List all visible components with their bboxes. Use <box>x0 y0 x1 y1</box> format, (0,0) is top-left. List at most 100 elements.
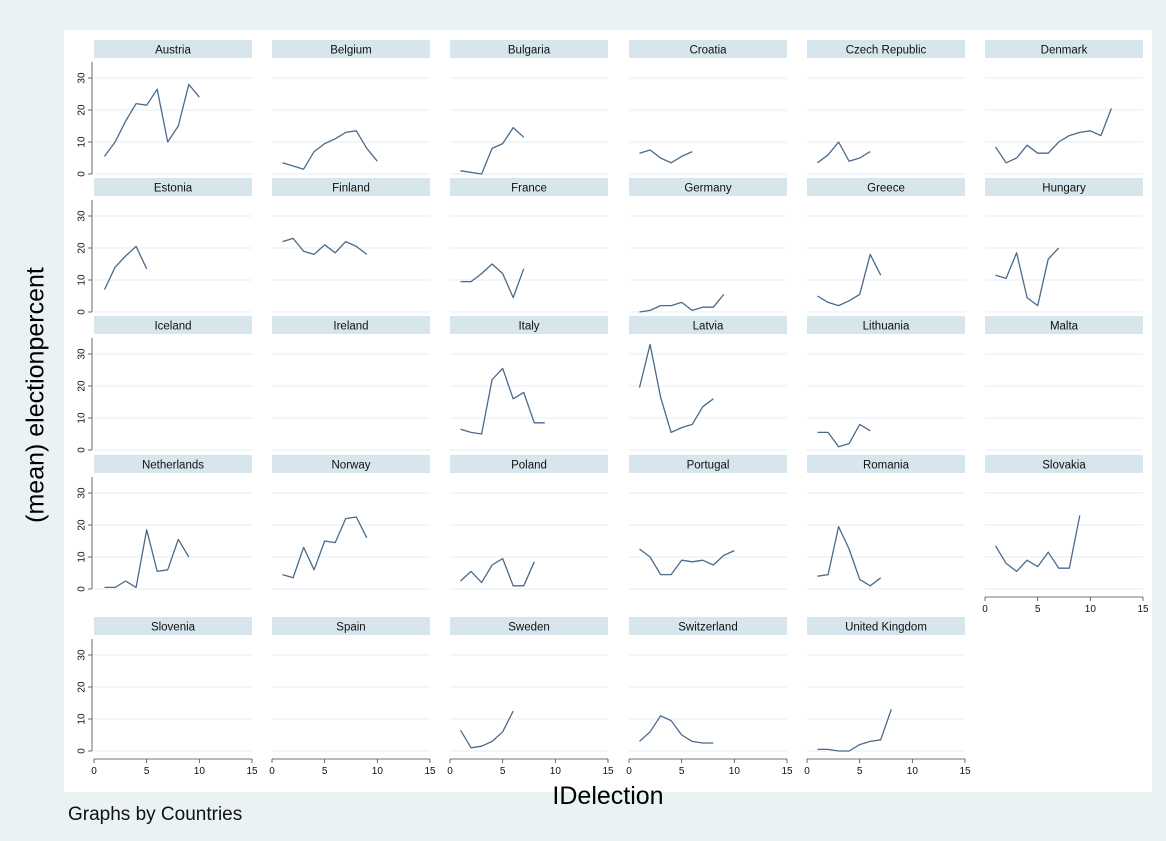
panel-title: Denmark <box>1041 45 1088 57</box>
series-line-portugal <box>639 548 735 576</box>
series-line-hungary <box>995 247 1060 307</box>
y-tick-label: 20 <box>77 242 88 254</box>
y-tick-label: 10 <box>77 412 88 424</box>
series-line-united-kingdom <box>817 709 892 752</box>
panel-strip <box>94 617 252 635</box>
panel-title: Estonia <box>154 183 193 195</box>
panel-strip <box>450 455 608 473</box>
series-line-bulgaria <box>460 126 525 175</box>
x-tick-label: 0 <box>91 766 97 777</box>
series-line-norway <box>282 516 368 579</box>
x-tick-label: 10 <box>729 766 741 777</box>
series-line-france <box>460 263 525 299</box>
panel-strip <box>272 316 430 334</box>
plot-area <box>64 30 1152 792</box>
series-line-slovakia <box>994 515 1081 573</box>
panel-title: Iceland <box>154 321 191 333</box>
x-tick-label: 5 <box>322 766 328 777</box>
x-tick-label: 10 <box>550 766 562 777</box>
panel-title: Latvia <box>693 321 724 333</box>
y-tick-label: 30 <box>77 348 88 360</box>
panel-title: Bulgaria <box>508 45 551 57</box>
panel-strip <box>94 178 252 196</box>
y-tick-label: 30 <box>77 72 88 84</box>
y-tick-label: 30 <box>77 210 88 222</box>
panel-title: Italy <box>518 321 539 333</box>
series-line-italy <box>460 367 545 435</box>
panel-title: Norway <box>332 460 371 472</box>
panel-title: Lithuania <box>863 321 910 333</box>
y-tick-label: 20 <box>77 380 88 392</box>
panel-title: Ireland <box>333 321 368 333</box>
panel-title: Portugal <box>687 460 730 472</box>
x-tick-label: 15 <box>781 766 793 777</box>
panel-title: Spain <box>336 622 365 634</box>
panel-strip <box>807 316 965 334</box>
x-tick-label: 5 <box>679 766 685 777</box>
panel-strip <box>629 178 787 196</box>
panel-strip <box>985 316 1143 334</box>
x-tick-label: 10 <box>1085 604 1097 615</box>
series-line-latvia <box>638 343 714 434</box>
x-tick-label: 15 <box>1137 604 1149 615</box>
panel-title: Austria <box>155 45 191 57</box>
x-tick-label: 15 <box>424 766 436 777</box>
series-line-switzerland <box>639 715 714 744</box>
x-tick-label: 0 <box>626 766 632 777</box>
x-tick-label: 0 <box>269 766 275 777</box>
x-tick-label: 0 <box>804 766 810 777</box>
panel-title: Switzerland <box>678 622 737 634</box>
panel-title: Poland <box>511 460 547 472</box>
panel-strip <box>272 617 430 635</box>
x-tick-label: 10 <box>194 766 206 777</box>
x-axis-label: IDelection <box>552 782 664 810</box>
series-line-romania <box>817 525 882 587</box>
series-line-denmark <box>994 108 1113 164</box>
panel-title: Slovakia <box>1042 460 1086 472</box>
y-tick-label: 0 <box>77 171 88 177</box>
panel-strip <box>94 316 252 334</box>
series-line-belgium <box>282 130 378 170</box>
panel-strip <box>272 40 430 58</box>
panel-strip <box>450 40 608 58</box>
x-tick-label: 0 <box>982 604 988 615</box>
y-tick-label: 10 <box>77 136 88 148</box>
panel-title: Croatia <box>689 45 727 57</box>
panel-strip <box>807 455 965 473</box>
y-tick-label: 20 <box>77 681 88 693</box>
panel-strip <box>450 178 608 196</box>
panel-title: United Kingdom <box>845 622 927 634</box>
y-axis-label: (mean) electionpercent <box>21 267 50 523</box>
graphs-by-note: Graphs by Countries <box>68 804 243 825</box>
panel-title: Greece <box>867 183 905 195</box>
series-line-czech-republic <box>817 141 871 164</box>
x-tick-label: 15 <box>959 766 971 777</box>
panel-strip <box>629 316 787 334</box>
panel-strip <box>807 178 965 196</box>
panel-title: Netherlands <box>142 460 204 472</box>
y-tick-label: 0 <box>77 748 88 754</box>
x-tick-label: 0 <box>447 766 453 777</box>
panel-title: France <box>511 183 547 195</box>
x-tick-label: 5 <box>857 766 863 777</box>
y-tick-label: 30 <box>77 649 88 661</box>
panel-strip <box>985 40 1143 58</box>
panel-strip <box>629 617 787 635</box>
panel-strip <box>94 40 252 58</box>
y-tick-label: 20 <box>77 519 88 531</box>
panel-strip <box>450 316 608 334</box>
panel-strip <box>629 455 787 473</box>
x-tick-label: 10 <box>907 766 919 777</box>
x-tick-label: 10 <box>372 766 384 777</box>
y-tick-label: 10 <box>77 274 88 286</box>
panel-strip <box>807 40 965 58</box>
panel-strip <box>450 617 608 635</box>
series-line-finland <box>282 237 368 256</box>
panel-title: Romania <box>863 460 910 472</box>
series-line-austria <box>103 83 200 157</box>
series-line-greece <box>817 253 882 307</box>
panel-title: Malta <box>1050 321 1079 333</box>
panel-strip <box>94 455 252 473</box>
series-line-croatia <box>639 149 693 164</box>
